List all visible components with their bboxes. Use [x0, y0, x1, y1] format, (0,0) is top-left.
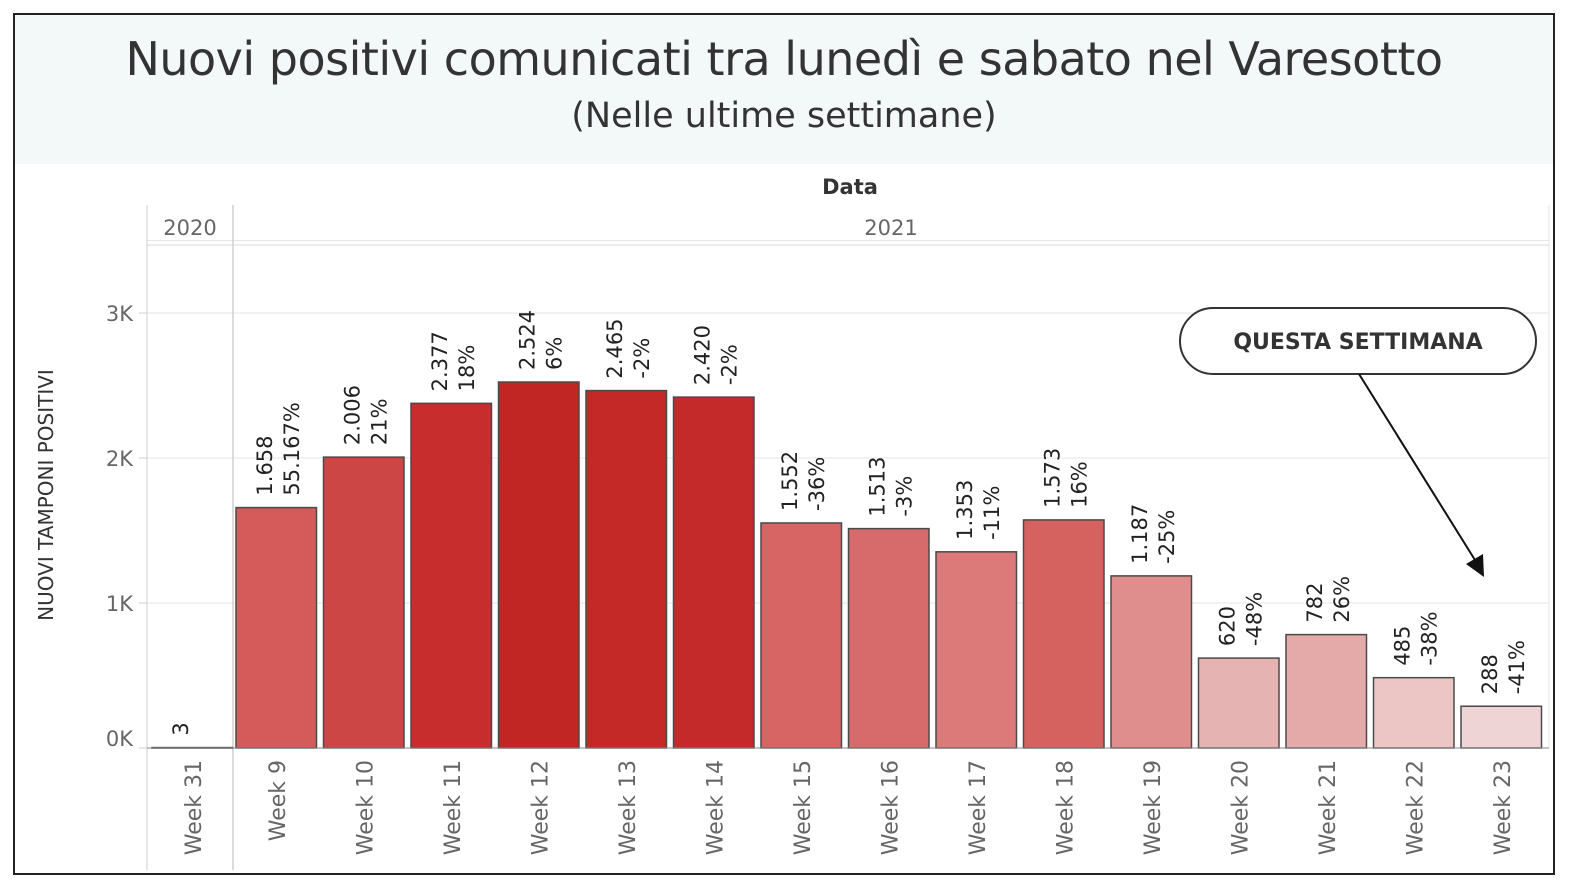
chart-header: Nuovi positivi comunicati tra lunedì e s…: [15, 15, 1553, 164]
change-label: 18%: [455, 345, 479, 392]
bar: [1285, 633, 1368, 749]
x-tick-label: Week 31: [182, 760, 207, 855]
value-label: 2.465: [603, 318, 627, 378]
x-tick-label: Week 13: [616, 760, 641, 855]
x-tick-label: Week 16: [878, 760, 903, 855]
value-label: 1.658: [253, 435, 277, 495]
x-tick-label: Week 21: [1316, 760, 1341, 855]
x-tick-label: Week 11: [441, 760, 466, 855]
value-label: 1.513: [865, 456, 889, 516]
bar: [410, 402, 493, 749]
bar: [322, 456, 405, 749]
change-label: -2%: [717, 344, 741, 385]
change-label: -38%: [1417, 611, 1441, 665]
value-label: 2.420: [690, 325, 714, 385]
y-tick-label: 0K: [106, 727, 134, 751]
bar: [935, 551, 1018, 749]
y-axis-title: NUOVI TAMPONI POSITIVI: [34, 369, 58, 621]
value-label: 2.006: [340, 385, 364, 445]
x-tick-label: Week 12: [528, 760, 553, 855]
bar: [1110, 575, 1193, 749]
chart-frame: Nuovi positivi comunicati tra lunedì e s…: [13, 13, 1555, 875]
x-tick-label: Week 20: [1228, 760, 1253, 855]
y-tick-label: 3K: [106, 302, 134, 326]
change-label: 6%: [542, 337, 566, 370]
change-label: -25%: [1155, 510, 1179, 564]
value-label: 2.377: [428, 331, 452, 391]
annotation-text: QUESTA SETTIMANA: [1233, 330, 1482, 355]
change-label: 21%: [367, 398, 391, 445]
annotation-arrow-head: [1466, 554, 1484, 577]
change-label: -36%: [805, 457, 829, 511]
x-tick-label: Week 18: [1053, 760, 1078, 855]
change-label: 16%: [1067, 461, 1091, 508]
bar: [1372, 676, 1455, 749]
change-label: -41%: [1505, 640, 1529, 694]
change-label: -11%: [980, 486, 1004, 540]
value-label: 288: [1478, 654, 1502, 694]
value-label: 782: [1303, 583, 1327, 623]
x-tick-label: Week 15: [791, 760, 816, 855]
x-tick-label: Week 14: [703, 760, 728, 855]
column-header: Data: [822, 175, 878, 199]
bar: [1460, 705, 1543, 749]
change-label: 26%: [1330, 576, 1354, 623]
change-label: -48%: [1242, 592, 1266, 646]
chart-subtitle: (Nelle ultime settimane): [571, 96, 997, 136]
value-label: 1.187: [1128, 504, 1152, 564]
chart-title: Nuovi positivi comunicati tra lunedì e s…: [125, 32, 1443, 86]
change-label: -2%: [630, 338, 654, 379]
annotation-arrow-line: [1358, 373, 1476, 561]
x-tick-label: Week 23: [1491, 760, 1516, 855]
year-label-2021: 2021: [864, 216, 917, 240]
value-label: 485: [1390, 626, 1414, 666]
bar: [847, 527, 930, 749]
value-label: 620: [1215, 606, 1239, 646]
x-tick-label: Week 9: [266, 760, 291, 841]
x-tick-label: Week 10: [353, 760, 378, 855]
bar: [760, 522, 843, 749]
bar: [672, 396, 755, 749]
bar-chart: Data 2020 2021 0K 1K 2K 3K NUOVI TAMPONI POSITI…: [34, 175, 1550, 870]
year-label-2020: 2020: [163, 216, 216, 240]
bar: [585, 389, 668, 749]
x-tick-label: Week 22: [1403, 760, 1428, 855]
annotation-box: [1179, 307, 1537, 375]
bar: [1022, 519, 1105, 749]
y-tick-label: 1K: [106, 592, 134, 616]
value-label: 3: [169, 722, 193, 735]
x-tick-label: Week 17: [966, 760, 991, 855]
value-label: 1.353: [953, 480, 977, 540]
change-label: -3%: [892, 476, 916, 517]
change-label: 55.167%: [280, 402, 304, 495]
value-label: 1.573: [1040, 448, 1064, 508]
bar: [1197, 657, 1280, 749]
x-tick-label: Week 19: [1141, 760, 1166, 855]
value-label: 2.524: [515, 310, 539, 370]
value-label: 1.552: [778, 451, 802, 511]
bar: [497, 381, 580, 749]
y-tick-label: 2K: [106, 447, 134, 471]
bar: [235, 506, 318, 749]
